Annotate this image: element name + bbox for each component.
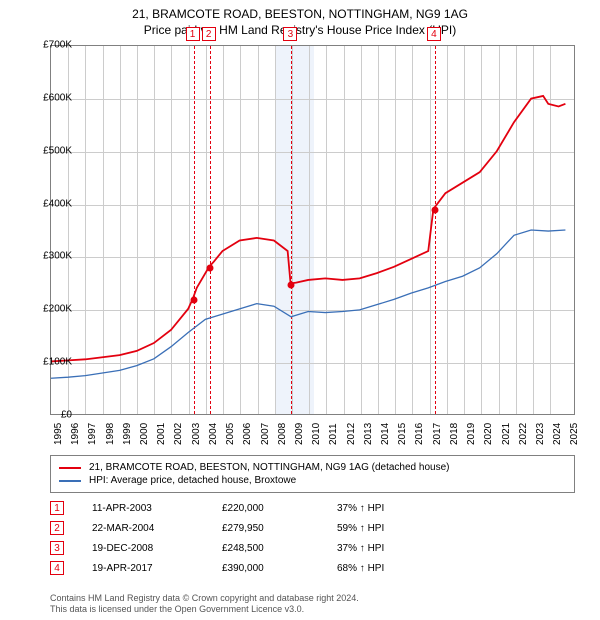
event-row: 1 11-APR-2003£220,00037% ↑ HPI: [50, 498, 575, 518]
legend-swatch: [59, 467, 81, 469]
x-tick-label: 2024: [552, 423, 563, 445]
event-number-box: 3: [283, 27, 297, 41]
x-tick-label: 2008: [277, 423, 288, 445]
event-row-date: 11-APR-2003: [92, 503, 222, 514]
event-row-number: 3: [50, 541, 64, 555]
legend-item: HPI: Average price, detached house, Brox…: [59, 474, 566, 487]
y-tick-label: £500K: [27, 145, 72, 156]
legend-swatch: [59, 480, 81, 482]
footer-line1: Contains HM Land Registry data © Crown c…: [50, 593, 359, 605]
event-number-box: 2: [202, 27, 216, 41]
x-tick-label: 2001: [156, 423, 167, 445]
event-row-date: 19-APR-2017: [92, 563, 222, 574]
x-tick-label: 2025: [569, 423, 580, 445]
event-row-pct: 37% ↑ HPI: [337, 503, 575, 514]
chart-plot-area: [50, 45, 575, 415]
event-row-date: 22-MAR-2004: [92, 523, 222, 534]
event-number-box: 1: [186, 27, 200, 41]
event-row-price: £248,500: [222, 543, 337, 554]
x-tick-label: 1999: [122, 423, 133, 445]
event-number-box: 4: [427, 27, 441, 41]
x-tick-label: 2019: [466, 423, 477, 445]
legend-item: 21, BRAMCOTE ROAD, BEESTON, NOTTINGHAM, …: [59, 461, 566, 474]
x-tick-label: 1995: [53, 423, 64, 445]
event-row-pct: 68% ↑ HPI: [337, 563, 575, 574]
event-row-number: 4: [50, 561, 64, 575]
x-tick-label: 2005: [225, 423, 236, 445]
event-row: 4 19-APR-2017£390,00068% ↑ HPI: [50, 558, 575, 578]
x-tick-label: 2015: [397, 423, 408, 445]
y-tick-label: £0: [27, 410, 72, 421]
x-tick-label: 2009: [294, 423, 305, 445]
series-price_paid: [51, 96, 565, 361]
legend-label: 21, BRAMCOTE ROAD, BEESTON, NOTTINGHAM, …: [89, 462, 449, 473]
x-tick-label: 2014: [380, 423, 391, 445]
x-tick-label: 2003: [191, 423, 202, 445]
x-tick-label: 2020: [483, 423, 494, 445]
title-line1: 21, BRAMCOTE ROAD, BEESTON, NOTTINGHAM, …: [0, 6, 600, 22]
x-tick-label: 2004: [208, 423, 219, 445]
x-tick-label: 1996: [70, 423, 81, 445]
footer: Contains HM Land Registry data © Crown c…: [50, 593, 359, 616]
y-tick-label: £300K: [27, 251, 72, 262]
event-row: 3 19-DEC-2008£248,50037% ↑ HPI: [50, 538, 575, 558]
y-tick-label: £100K: [27, 357, 72, 368]
x-tick-label: 2011: [328, 423, 339, 445]
event-row-pct: 37% ↑ HPI: [337, 543, 575, 554]
event-row-price: £220,000: [222, 503, 337, 514]
x-tick-label: 2010: [311, 423, 322, 445]
event-row-date: 19-DEC-2008: [92, 543, 222, 554]
y-tick-label: £200K: [27, 304, 72, 315]
x-tick-label: 2006: [242, 423, 253, 445]
x-tick-label: 2017: [432, 423, 443, 445]
x-tick-label: 2007: [260, 423, 271, 445]
x-tick-label: 2021: [501, 423, 512, 445]
x-tick-label: 2002: [173, 423, 184, 445]
x-tick-label: 2023: [535, 423, 546, 445]
title-line2: Price paid vs. HM Land Registry's House …: [0, 22, 600, 38]
x-tick-label: 2018: [449, 423, 460, 445]
event-row: 2 22-MAR-2004£279,95059% ↑ HPI: [50, 518, 575, 538]
x-tick-label: 2012: [346, 423, 357, 445]
events-table: 111-APR-2003£220,00037% ↑ HPI222-MAR-200…: [50, 498, 575, 578]
y-tick-label: £700K: [27, 40, 72, 51]
series-hpi: [51, 230, 565, 378]
event-row-number: 2: [50, 521, 64, 535]
event-row-price: £390,000: [222, 563, 337, 574]
event-row-number: 1: [50, 501, 64, 515]
footer-line2: This data is licensed under the Open Gov…: [50, 604, 359, 616]
legend-label: HPI: Average price, detached house, Brox…: [89, 475, 296, 486]
y-tick-label: £600K: [27, 92, 72, 103]
y-tick-label: £400K: [27, 198, 72, 209]
legend: 21, BRAMCOTE ROAD, BEESTON, NOTTINGHAM, …: [50, 455, 575, 493]
x-tick-label: 1997: [87, 423, 98, 445]
x-tick-label: 2022: [518, 423, 529, 445]
event-row-pct: 59% ↑ HPI: [337, 523, 575, 534]
event-row-price: £279,950: [222, 523, 337, 534]
x-tick-label: 2016: [414, 423, 425, 445]
x-tick-label: 2000: [139, 423, 150, 445]
chart-title: 21, BRAMCOTE ROAD, BEESTON, NOTTINGHAM, …: [0, 0, 600, 38]
x-tick-label: 2013: [363, 423, 374, 445]
x-tick-label: 1998: [105, 423, 116, 445]
